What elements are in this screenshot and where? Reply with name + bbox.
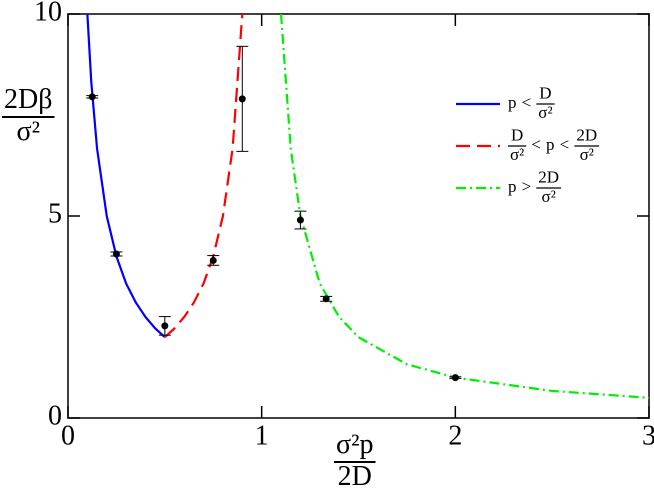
x-tick-label: 0 (61, 420, 75, 451)
data-point (451, 374, 459, 382)
x-tick-label: 3 (642, 420, 654, 451)
data-point (112, 250, 120, 258)
fraction-numerator: 2Dβ (4, 84, 52, 115)
fraction-denominator: σ² (580, 145, 594, 164)
y-tick-label: 5 (48, 198, 62, 229)
fraction-denominator: 2D (338, 461, 372, 492)
label-part: < (522, 93, 532, 112)
label-part: p (508, 93, 517, 112)
legend-label: p < Dσ² (508, 84, 555, 122)
fraction-denominator: σ² (538, 103, 552, 122)
label-part: > (522, 177, 532, 196)
x-tick-label: 2 (448, 420, 462, 451)
fraction-denominator: σ² (510, 145, 524, 164)
data-point (322, 295, 330, 303)
data-point (161, 322, 169, 330)
data-point (88, 93, 96, 101)
fraction-numerator: D (511, 126, 523, 145)
fraction-numerator: 2D (576, 126, 597, 145)
x-tick-label: 1 (255, 420, 269, 451)
data-point (238, 95, 246, 103)
fraction-numerator: σ²p (336, 429, 374, 460)
series-line (279, 14, 649, 399)
fraction-denominator: σ² (16, 116, 40, 147)
series-line (86, 14, 166, 339)
fraction-numerator: D (539, 84, 551, 103)
data-point (209, 256, 217, 264)
label-part: < (560, 135, 570, 154)
y-tick-label: 10 (34, 0, 62, 27)
plot-frame (67, 13, 650, 419)
data-point (296, 216, 304, 224)
label-part: p (546, 135, 555, 154)
y-tick-label: 0 (48, 400, 62, 431)
series-line (164, 14, 244, 339)
label-part: < (531, 135, 541, 154)
fraction-numerator: 2D (538, 168, 559, 187)
fraction-denominator: σ² (542, 187, 556, 206)
label-part: p (508, 177, 517, 196)
